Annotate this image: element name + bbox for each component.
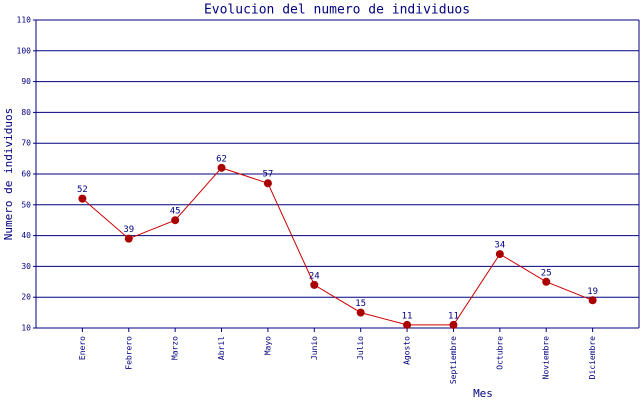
x-tick-label: Abril: [217, 336, 226, 360]
x-tick-label: Marzo: [171, 336, 180, 360]
y-tick-label: 80: [21, 108, 31, 117]
data-label: 52: [77, 185, 88, 195]
x-tick-label: Octubre: [495, 336, 504, 370]
point: [310, 280, 319, 289]
data-label: 62: [216, 154, 227, 164]
line: [82, 167, 593, 326]
x-tick-label: Julio: [356, 336, 365, 360]
x-tick-label: Noviembre: [542, 336, 551, 380]
y-tick-label: 20: [21, 293, 31, 302]
y-tick-label: 50: [21, 200, 31, 209]
point: [542, 277, 551, 286]
data-label: 24: [309, 271, 320, 281]
data-label: 57: [263, 170, 274, 180]
x-tick-label: Septiembre: [449, 336, 458, 384]
point: [588, 296, 597, 305]
point: [217, 163, 226, 172]
x-axis-label: Mes: [473, 387, 493, 400]
y-tick-label: 90: [21, 77, 31, 86]
point: [403, 320, 412, 329]
y-tick-label: 110: [17, 16, 32, 25]
point: [495, 250, 504, 259]
y-tick-label: 100: [17, 46, 32, 55]
x-tick-label: Junio: [310, 336, 319, 360]
point: [124, 234, 133, 243]
data-label: 11: [402, 311, 413, 321]
y-tick-label: 60: [21, 170, 31, 179]
y-tick-label: 30: [21, 262, 31, 271]
y-tick-label: 10: [21, 324, 31, 333]
x-tick-label: Diciembre: [588, 336, 597, 380]
data-label: 34: [494, 241, 505, 251]
point: [356, 308, 365, 317]
x-tick-label: Mayo: [263, 336, 272, 355]
data-label: 45: [170, 207, 181, 217]
x-tick-label: Agosto: [403, 336, 412, 365]
y-axis-label: Numero de individuos: [2, 108, 15, 240]
x-tick-label: Enero: [78, 336, 87, 360]
point: [449, 320, 458, 329]
point: [78, 194, 87, 203]
data-label: 15: [355, 299, 366, 309]
data-label: 25: [541, 268, 552, 278]
point: [263, 179, 272, 188]
data-label: 11: [448, 311, 459, 321]
y-tick-label: 70: [21, 139, 31, 148]
data-label: 19: [587, 287, 598, 297]
data-label: 39: [123, 225, 134, 235]
y-tick-label: 40: [21, 231, 31, 240]
x-tick-label: Febrero: [124, 336, 133, 370]
point: [171, 216, 180, 225]
chart-title: Evolucion del numero de individuos: [204, 3, 470, 18]
